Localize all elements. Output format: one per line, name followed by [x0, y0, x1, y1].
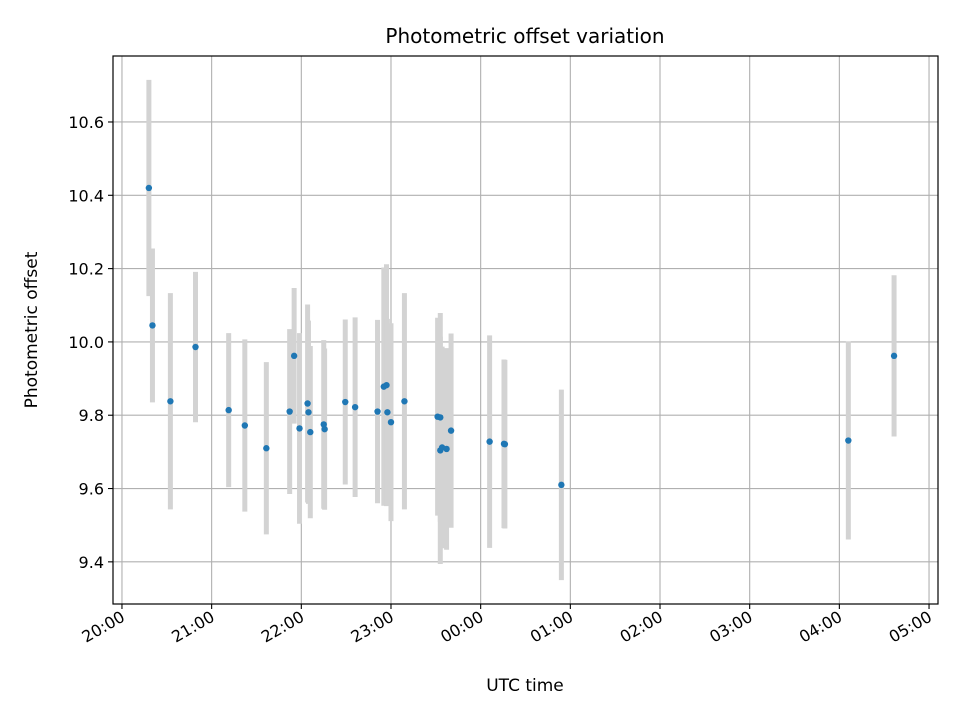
data-point: [241, 422, 249, 429]
data-point: [167, 398, 174, 405]
data-point: [263, 445, 270, 452]
data-point: [383, 381, 390, 389]
data-point: [296, 425, 303, 432]
data-point: [447, 427, 455, 434]
y-tick-label: 9.6: [79, 480, 104, 499]
data-point: [384, 409, 391, 416]
data-point: [305, 409, 312, 416]
data-point: [443, 445, 450, 453]
data-point: [890, 352, 898, 360]
y-tick-label: 9.4: [79, 553, 104, 572]
y-tick-label: 9.8: [79, 406, 104, 425]
data-point: [845, 437, 852, 444]
y-axis: 9.4 9.6 9.8 10.0 10.2 10.4 10.6: [68, 113, 113, 572]
plot-frame: [112, 55, 939, 605]
data-point: [290, 352, 298, 360]
data-point: [374, 408, 381, 415]
y-tick-label: 10.0: [68, 333, 104, 352]
grid: [113, 56, 938, 604]
data-point: [351, 403, 359, 411]
data-point: [486, 438, 493, 445]
data-point: [225, 406, 232, 414]
y-tick-label: 10.2: [68, 260, 104, 279]
data-point: [286, 408, 293, 415]
data-point: [558, 481, 565, 489]
y-tick-label: 10.4: [68, 186, 104, 205]
data-point: [401, 398, 408, 405]
x-axis-title: UTC time: [486, 676, 564, 696]
data-point: [342, 398, 349, 406]
y-tick-label: 10.6: [68, 113, 104, 132]
data-point: [501, 440, 509, 448]
y-axis-title: Photometric offset: [22, 251, 42, 408]
data-point: [192, 343, 199, 351]
data-point: [149, 322, 156, 329]
data-point: [145, 184, 153, 192]
data-point: [321, 425, 328, 433]
data-point: [387, 418, 395, 426]
data-points: [145, 184, 898, 489]
data-point: [304, 400, 311, 407]
data-point: [320, 421, 327, 428]
data-point: [307, 428, 314, 436]
data-point: [437, 414, 444, 421]
chart-title: Photometric offset variation: [385, 24, 664, 48]
